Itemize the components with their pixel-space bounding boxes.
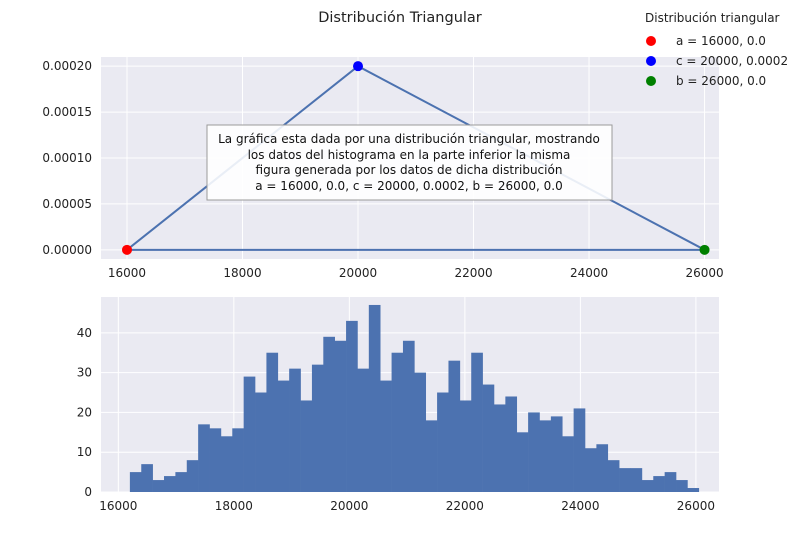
- x-tick-label: 26000: [677, 499, 715, 513]
- histogram-bar: [437, 392, 449, 492]
- y-tick-label: 20: [77, 405, 92, 419]
- histogram-bar: [471, 352, 483, 492]
- histogram-bar: [209, 428, 222, 492]
- triangular-x-ticks: 16000 18000 20000 22000 24000 26000: [108, 266, 724, 280]
- histogram-bar: [641, 480, 654, 492]
- legend-title: Distribución triangular: [645, 11, 780, 25]
- histogram-bar: [562, 436, 574, 492]
- histogram-bar: [448, 360, 461, 492]
- x-tick-label: 22000: [454, 266, 492, 280]
- y-tick-label: 40: [77, 326, 92, 340]
- histogram-bar: [289, 368, 301, 492]
- histogram-bar: [596, 444, 609, 492]
- x-tick-label: 18000: [223, 266, 261, 280]
- histogram-bar: [664, 472, 677, 492]
- histogram-bar: [186, 460, 199, 492]
- histogram-bar: [528, 412, 540, 492]
- annotation-line-2: los datos del histograma en la parte inf…: [248, 148, 571, 162]
- annotation-line-1: La gráfica esta dada por una distribució…: [218, 132, 600, 146]
- y-tick-label: 0.00020: [42, 59, 92, 73]
- histogram-bar: [585, 448, 597, 492]
- y-tick-label: 10: [77, 445, 92, 459]
- x-tick-label: 16000: [99, 499, 137, 513]
- histogram-bar: [619, 468, 631, 492]
- y-tick-label: 0.00000: [42, 243, 92, 257]
- annotation-frame: [206, 124, 613, 201]
- histogram-bar: [493, 404, 506, 492]
- y-tick-label: 0.00005: [42, 197, 92, 211]
- y-tick-label: 0.00015: [42, 105, 92, 119]
- legend-label-c: c = 20000, 0.0002: [676, 54, 788, 68]
- y-tick-label: 0.00010: [42, 151, 92, 165]
- histogram-x-ticks: 16000 18000 20000 22000 24000 26000: [99, 499, 715, 513]
- histogram-bar: [334, 340, 347, 492]
- x-tick-label: 16000: [108, 266, 146, 280]
- histogram-bar: [459, 400, 472, 492]
- x-tick-label: 24000: [570, 266, 608, 280]
- histogram-bar: [687, 488, 700, 492]
- y-tick-label: 0: [84, 485, 92, 499]
- histogram-bar: [323, 336, 335, 492]
- x-tick-label: 18000: [215, 499, 253, 513]
- y-tick-label: 30: [77, 366, 92, 380]
- x-tick-label: 24000: [561, 499, 599, 513]
- x-tick-label: 26000: [685, 266, 723, 280]
- histogram-y-ticks: 0 10 20 30 40: [77, 326, 92, 499]
- histogram-bar: [607, 460, 620, 492]
- triangular-y-ticks: 0.00000 0.00005 0.00010 0.00015 0.00020: [42, 59, 92, 257]
- figure-title: Distribución Triangular: [318, 10, 482, 26]
- x-tick-label: 20000: [330, 499, 368, 513]
- histogram-bar: [391, 352, 404, 492]
- histogram-bar: [573, 408, 586, 492]
- histogram-bar: [550, 416, 563, 492]
- histogram-bar: [266, 352, 279, 492]
- histogram-bar: [676, 480, 688, 492]
- histogram-bar: [402, 340, 415, 492]
- annotation-line-4: a = 16000, 0.0, c = 20000, 0.0002, b = 2…: [255, 179, 562, 193]
- histogram-plot: 16000 18000 20000 22000 24000 26000 0 10 20 30 40: [77, 297, 719, 513]
- histogram-bar: [425, 420, 438, 492]
- histogram-bar: [357, 368, 370, 492]
- histogram-bar: [232, 428, 244, 492]
- histogram-bar: [516, 432, 529, 492]
- histogram-bar: [198, 424, 210, 492]
- histogram-bar: [152, 480, 165, 492]
- annotation-box: La gráfica esta dada por una distribució…: [206, 124, 613, 201]
- histogram-bar: [141, 464, 153, 492]
- histogram-bar: [255, 392, 267, 492]
- histogram-bars: [129, 304, 700, 492]
- histogram-bar: [311, 364, 324, 492]
- histogram-bar: [368, 304, 381, 492]
- histogram-bar: [164, 476, 176, 492]
- histogram-bar: [175, 472, 188, 492]
- legend-label-b: b = 26000, 0.0: [676, 74, 766, 88]
- triangular-points: [121, 61, 710, 255]
- x-tick-label: 20000: [339, 266, 377, 280]
- histogram-bar: [300, 400, 313, 492]
- histogram-bar: [220, 436, 233, 492]
- histogram-bar: [653, 476, 665, 492]
- histogram-bar: [505, 396, 518, 492]
- data-point-b: [699, 244, 710, 255]
- legend: Distribución triangular a = 16000, 0.0 c…: [645, 11, 788, 88]
- annotation-line-3: figura generada por los datos de dicha d…: [256, 163, 563, 177]
- histogram-bar: [380, 380, 392, 492]
- data-point-c: [353, 61, 364, 72]
- histogram-bar: [277, 380, 290, 492]
- histogram-bar: [414, 372, 427, 492]
- histogram-bar: [482, 384, 495, 492]
- histogram-bar: [129, 472, 142, 492]
- histogram-bar: [630, 468, 643, 492]
- histogram-bar: [346, 320, 358, 492]
- data-point-a: [121, 244, 132, 255]
- histogram-bar: [539, 420, 552, 492]
- histogram-bar: [243, 376, 256, 492]
- legend-label-a: a = 16000, 0.0: [676, 34, 766, 48]
- legend-marker-c: [646, 56, 656, 66]
- legend-marker-b: [646, 76, 656, 86]
- legend-marker-a: [646, 36, 656, 46]
- triangular-plot: 16000 18000 20000 22000 24000 26000 0.000000.…: [42, 57, 724, 280]
- x-tick-label: 22000: [446, 499, 484, 513]
